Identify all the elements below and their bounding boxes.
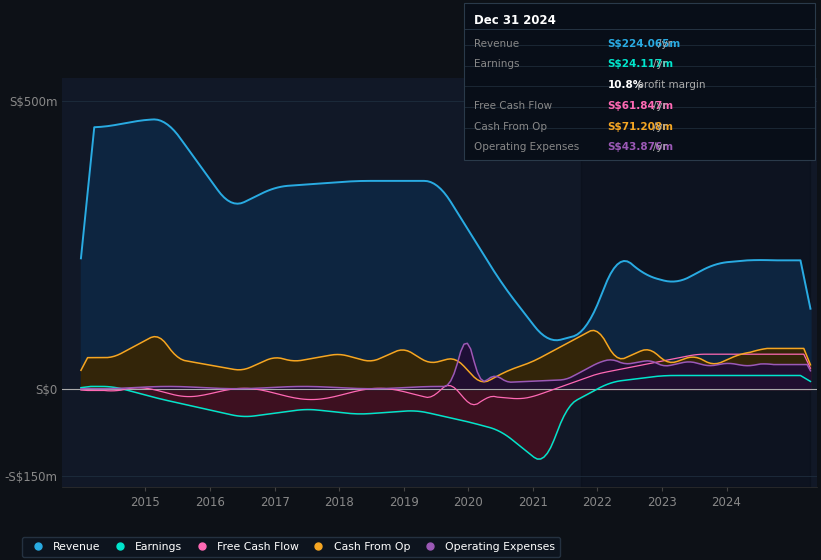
Text: Free Cash Flow: Free Cash Flow — [474, 101, 552, 111]
Text: Dec 31 2024: Dec 31 2024 — [474, 14, 556, 27]
Legend: Revenue, Earnings, Free Cash Flow, Cash From Op, Operating Expenses: Revenue, Earnings, Free Cash Flow, Cash … — [21, 536, 560, 557]
Text: S$24.117m: S$24.117m — [608, 59, 674, 69]
Text: Cash From Op: Cash From Op — [474, 122, 547, 132]
Text: profit margin: profit margin — [634, 80, 705, 90]
Text: S$43.876m: S$43.876m — [608, 142, 674, 152]
Text: /yr: /yr — [653, 59, 667, 69]
Text: Revenue: Revenue — [474, 39, 519, 49]
Text: /yr: /yr — [653, 142, 667, 152]
Text: S$61.847m: S$61.847m — [608, 101, 674, 111]
Text: /yr: /yr — [653, 101, 667, 111]
Text: /yr: /yr — [658, 39, 672, 49]
Text: S$71.208m: S$71.208m — [608, 122, 673, 132]
Text: 10.8%: 10.8% — [608, 80, 644, 90]
Text: Earnings: Earnings — [474, 59, 519, 69]
Text: Operating Expenses: Operating Expenses — [474, 142, 579, 152]
Text: /yr: /yr — [653, 122, 667, 132]
Text: S$224.065m: S$224.065m — [608, 39, 681, 49]
